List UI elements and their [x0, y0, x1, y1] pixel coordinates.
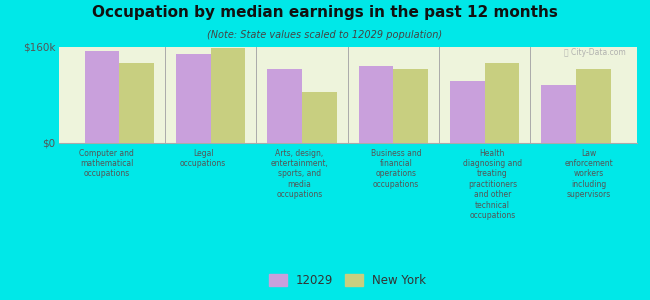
Bar: [576, 69, 611, 142]
Text: Arts, design,
entertainment,
sports, and
media
occupations: Arts, design, entertainment, sports, and…: [270, 148, 328, 199]
Bar: [84, 51, 120, 142]
Text: Business and
financial
operations
occupations: Business and financial operations occupa…: [370, 148, 421, 189]
Bar: [176, 54, 211, 142]
Bar: [267, 69, 302, 142]
Bar: [211, 48, 246, 142]
Bar: [450, 81, 485, 142]
Legend: 12029, New York: 12029, New York: [265, 270, 431, 292]
Bar: [302, 92, 337, 142]
Text: ⓒ City-Data.com: ⓒ City-Data.com: [564, 48, 625, 57]
Bar: [485, 63, 519, 142]
Bar: [393, 69, 428, 142]
Text: (Note: State values scaled to 12029 population): (Note: State values scaled to 12029 popu…: [207, 30, 443, 40]
Text: Computer and
mathematical
occupations: Computer and mathematical occupations: [79, 148, 134, 178]
Text: Occupation by median earnings in the past 12 months: Occupation by median earnings in the pas…: [92, 4, 558, 20]
Text: Law
enforcement
workers
including
supervisors: Law enforcement workers including superv…: [564, 148, 613, 199]
Bar: [541, 85, 576, 142]
Bar: [120, 63, 154, 142]
Text: Legal
occupations: Legal occupations: [180, 148, 226, 168]
Bar: [359, 66, 393, 142]
Text: Health
diagnosing and
treating
practitioners
and other
technical
occupations: Health diagnosing and treating practitio…: [463, 148, 522, 220]
